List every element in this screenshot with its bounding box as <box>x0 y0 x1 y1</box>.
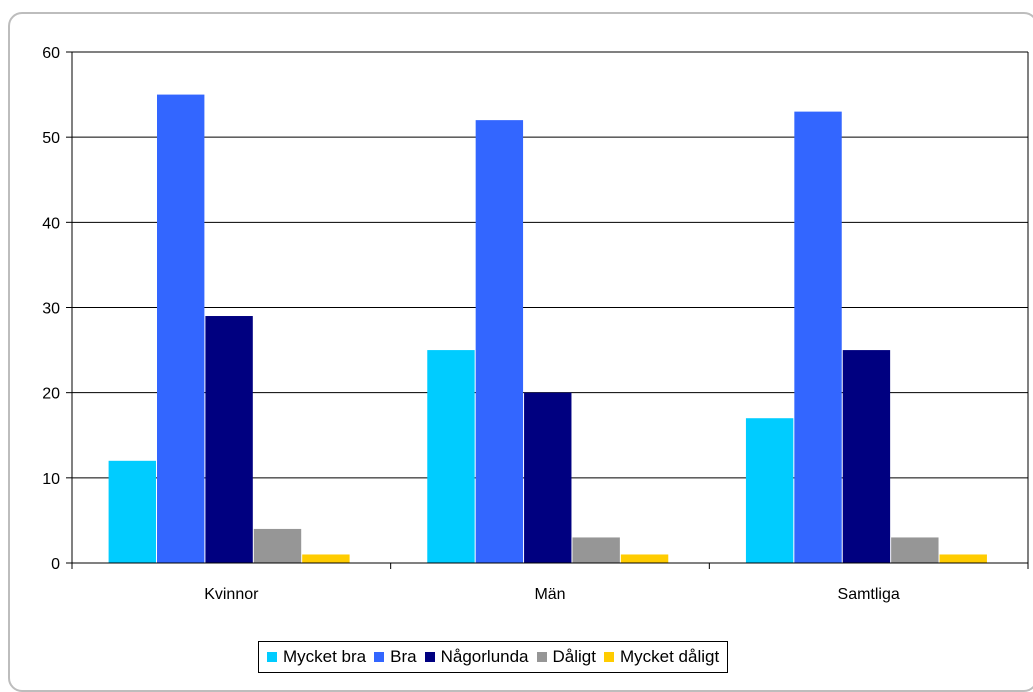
bar <box>794 111 842 563</box>
tick-labels: 0 10 20 30 40 50 60 Kvinnor Män Samtliga <box>42 45 900 603</box>
legend-item: Mycket dåligt <box>603 647 720 667</box>
bar <box>302 554 350 563</box>
bar <box>745 418 794 563</box>
y-tick-label: 60 <box>42 45 60 62</box>
legend-swatch <box>536 652 547 662</box>
legend-label: Mycket dåligt <box>619 647 720 666</box>
y-tick-label: 50 <box>42 130 60 147</box>
bar <box>842 350 891 563</box>
legend-item: Bra <box>374 647 417 667</box>
bar <box>205 316 253 563</box>
axes <box>66 51 1029 569</box>
bar <box>572 537 620 563</box>
bar <box>108 460 156 563</box>
bar <box>939 554 987 563</box>
y-tick-label: 40 <box>42 215 60 232</box>
legend-swatch <box>267 652 277 662</box>
legend-item: Dåligt <box>536 647 596 667</box>
y-tick-label: 0 <box>51 556 60 573</box>
x-tick-label: Samtliga <box>838 586 900 603</box>
x-tick-label: Män <box>534 586 565 603</box>
legend: Mycket bra Bra Någorlunda Dåligt Mycket dåli… <box>258 641 729 673</box>
legend-label: Dåligt <box>552 647 596 666</box>
bars <box>108 94 987 563</box>
bar <box>157 94 205 563</box>
y-tick-label: 20 <box>42 386 60 403</box>
legend-swatch <box>374 652 385 662</box>
legend-label: Någorlunda <box>440 647 529 666</box>
x-tick-label: Kvinnor <box>204 586 259 603</box>
y-tick-label: 30 <box>42 301 60 318</box>
legend-label: Bra <box>390 647 417 666</box>
bar <box>253 528 302 563</box>
bar <box>620 554 669 563</box>
bar <box>891 537 939 563</box>
bar <box>475 120 524 563</box>
legend-item: Någorlunda <box>424 647 529 667</box>
legend-label: Mycket bra <box>283 647 367 666</box>
bar <box>427 350 475 563</box>
legend-item: Mycket bra <box>267 647 366 667</box>
y-tick-label: 10 <box>42 471 60 488</box>
legend-swatch <box>603 652 614 662</box>
bar <box>524 392 572 563</box>
legend-swatch <box>424 652 435 662</box>
